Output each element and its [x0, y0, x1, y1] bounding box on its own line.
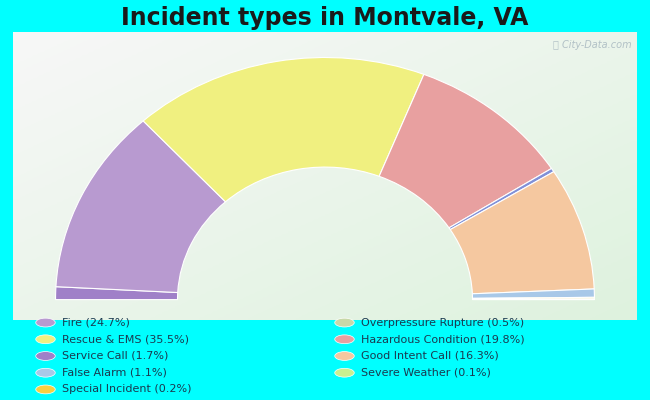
- Wedge shape: [379, 74, 551, 228]
- Text: Severe Weather (0.1%): Severe Weather (0.1%): [361, 368, 491, 378]
- Ellipse shape: [36, 352, 55, 360]
- Ellipse shape: [335, 318, 354, 327]
- Wedge shape: [449, 168, 554, 230]
- Wedge shape: [55, 287, 177, 300]
- Text: Incident types in Montvale, VA: Incident types in Montvale, VA: [122, 6, 528, 30]
- Ellipse shape: [36, 385, 55, 394]
- Ellipse shape: [335, 335, 354, 344]
- Text: False Alarm (1.1%): False Alarm (1.1%): [62, 368, 166, 378]
- Text: Service Call (1.7%): Service Call (1.7%): [62, 351, 168, 361]
- Text: ⓘ City-Data.com: ⓘ City-Data.com: [552, 40, 631, 50]
- Text: Good Intent Call (16.3%): Good Intent Call (16.3%): [361, 351, 499, 361]
- Wedge shape: [473, 297, 595, 299]
- Text: Based on 2003 - 2018 National Fire Incident Reporting System data: Based on 2003 - 2018 National Fire Incid…: [114, 57, 536, 70]
- Ellipse shape: [36, 318, 55, 327]
- Text: Special Incident (0.2%): Special Incident (0.2%): [62, 384, 191, 394]
- Ellipse shape: [36, 335, 55, 344]
- Ellipse shape: [335, 352, 354, 360]
- Ellipse shape: [36, 368, 55, 377]
- Text: Rescue & EMS (35.5%): Rescue & EMS (35.5%): [62, 334, 188, 344]
- Wedge shape: [450, 172, 594, 294]
- Wedge shape: [56, 121, 226, 292]
- Ellipse shape: [335, 368, 354, 377]
- Text: Fire (24.7%): Fire (24.7%): [62, 318, 129, 328]
- Text: Hazardous Condition (19.8%): Hazardous Condition (19.8%): [361, 334, 525, 344]
- Wedge shape: [473, 289, 595, 298]
- Wedge shape: [473, 299, 595, 300]
- Wedge shape: [143, 58, 424, 202]
- Text: Overpressure Rupture (0.5%): Overpressure Rupture (0.5%): [361, 318, 524, 328]
